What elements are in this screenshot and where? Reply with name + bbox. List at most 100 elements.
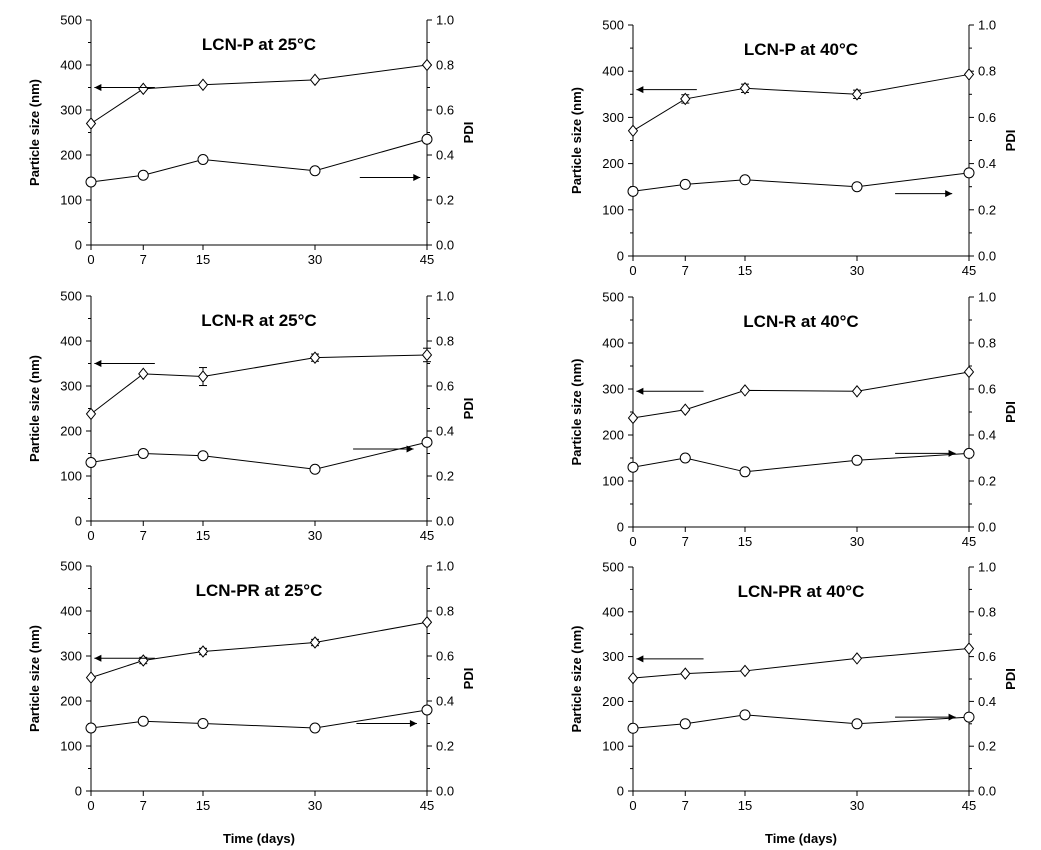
y2-axis-title: PDI [1003, 668, 1018, 690]
data-point-diamond [421, 58, 433, 72]
data-point-circle [851, 718, 863, 730]
left-tick-label: 500 [60, 559, 82, 574]
x-tick-label: 7 [682, 534, 689, 549]
left-tick-label: 400 [60, 58, 82, 73]
x-tick-label: 15 [196, 528, 210, 543]
right-axis-arrow-head [948, 449, 956, 457]
data-point-diamond [309, 73, 321, 87]
right-tick-label: 0.8 [978, 604, 996, 619]
data-point-diamond [309, 351, 321, 364]
series-pdi [85, 133, 433, 188]
left-axis-arrow [94, 360, 155, 367]
left-tick-label: 100 [60, 469, 82, 484]
left-tick-label: 300 [60, 649, 82, 664]
left-tick-label: 100 [602, 474, 624, 489]
left-axis-arrow [636, 655, 704, 663]
right-tick-label: 0.8 [436, 58, 454, 73]
left-tick-label: 400 [602, 604, 624, 619]
x-tick-label: 15 [196, 798, 210, 813]
x-tick-label: 0 [87, 528, 94, 543]
data-point-circle [851, 181, 863, 193]
chart-title: LCN-P at 40°C [744, 40, 858, 59]
data-point-circle [85, 722, 97, 734]
left-tick-label: 0 [75, 784, 82, 799]
data-point-diamond [421, 348, 433, 362]
x-tick-label: 15 [196, 252, 210, 267]
right-tick-label: 0.0 [978, 520, 996, 535]
data-point-diamond [680, 92, 691, 106]
right-tick-label: 0.6 [978, 649, 996, 664]
x-tick-label: 0 [629, 263, 636, 278]
data-point-circle [679, 718, 691, 730]
y2-axis-title: PDI [1003, 401, 1018, 423]
series-particle-size [85, 615, 433, 684]
x-tick-label: 45 [962, 263, 976, 278]
series-particle-size [627, 642, 975, 685]
chart-panel-1: 0 100 200 300 400 500 0.0 0.2 0.4 0.6 0.8 1.0 0 7 15 30… [27, 13, 476, 268]
left-axis-arrow-head [636, 655, 644, 663]
left-axis-arrow-head [636, 387, 644, 395]
data-point-diamond [851, 385, 863, 398]
data-point-diamond [851, 652, 863, 665]
data-point-circle [739, 709, 751, 721]
x-tick-label: 7 [682, 263, 689, 278]
left-tick-label: 400 [602, 64, 624, 79]
data-point-circle [137, 715, 149, 727]
y-axis-title: Particle size (nm) [27, 355, 42, 462]
left-tick-label: 400 [602, 336, 624, 351]
left-tick-label: 200 [60, 148, 82, 163]
data-point-diamond [851, 88, 863, 101]
chart-title: LCN-P at 25°C [202, 35, 316, 54]
right-tick-label: 0.4 [978, 156, 996, 171]
right-tick-label: 0.8 [978, 64, 996, 79]
data-point-circle [679, 452, 691, 464]
x-axis-title: Time (days) [223, 831, 295, 846]
right-tick-label: 0.2 [978, 739, 996, 754]
y-axis-title: Particle size (nm) [569, 359, 584, 466]
x-tick-label: 0 [629, 534, 636, 549]
right-axis-arrow-head [406, 445, 414, 453]
chart-panel-5: 0 100 200 300 400 500 0.0 0.2 0.4 0.6 0.8 1.0 0 7 15 30… [27, 559, 476, 847]
left-tick-label: 300 [60, 103, 82, 118]
right-tick-label: 1.0 [978, 18, 996, 33]
right-tick-label: 1.0 [978, 560, 996, 575]
data-point-diamond [627, 124, 639, 138]
x-tick-label: 45 [420, 528, 434, 543]
data-point-circle [421, 436, 433, 448]
data-point-diamond [85, 117, 97, 130]
right-tick-label: 0.6 [436, 379, 454, 394]
data-point-circle [197, 450, 209, 462]
data-point-diamond [421, 615, 433, 629]
right-tick-label: 0.6 [436, 103, 454, 118]
chart-panel-4: 0 100 200 300 400 500 0.0 0.2 0.4 0.6 0.8 1.0 0 7 15 30… [569, 290, 1018, 550]
x-tick-label: 45 [420, 252, 434, 267]
left-axis-arrow [94, 84, 155, 91]
left-tick-label: 300 [60, 379, 82, 394]
right-tick-label: 0.2 [978, 474, 996, 489]
x-tick-label: 0 [87, 252, 94, 267]
left-tick-label: 200 [602, 156, 624, 171]
left-tick-label: 100 [602, 202, 624, 217]
left-tick-label: 300 [602, 110, 624, 125]
data-point-diamond [138, 82, 149, 96]
left-tick-label: 0 [617, 249, 624, 264]
series-pdi [85, 436, 433, 475]
right-axis-arrow [356, 720, 417, 727]
right-axis-arrow [895, 713, 956, 721]
data-point-circle [85, 457, 97, 468]
chart-panel-2: 0 100 200 300 400 500 0.0 0.2 0.4 0.6 0.8 1.0 0 7 15 30… [569, 18, 1018, 279]
left-tick-label: 100 [60, 193, 82, 208]
right-axis-arrow-head [945, 190, 953, 198]
y2-axis-title: PDI [461, 668, 476, 690]
chart-panel-6: 0 100 200 300 400 500 0.0 0.2 0.4 0.6 0.8 1.0 0 7 15 30… [569, 560, 1018, 847]
x-axis-title: Time (days) [765, 831, 837, 846]
left-tick-label: 0 [617, 520, 624, 535]
left-tick-label: 100 [60, 739, 82, 754]
left-tick-label: 0 [75, 238, 82, 253]
left-tick-label: 300 [602, 382, 624, 397]
left-axis-arrow [636, 86, 697, 94]
data-point-circle [421, 704, 433, 716]
data-point-circle [197, 154, 209, 165]
right-tick-label: 0.2 [436, 469, 454, 484]
right-tick-label: 0.4 [436, 424, 454, 439]
